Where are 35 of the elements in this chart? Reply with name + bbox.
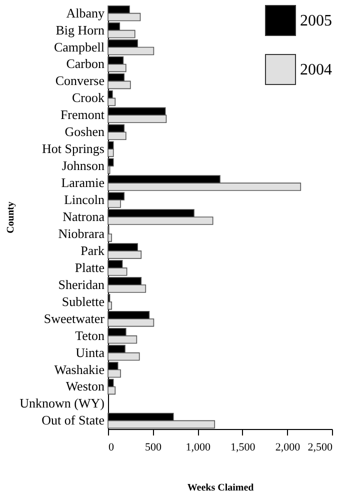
y-tick-label: Park (80, 242, 105, 258)
x-tick-label: 2,000 (275, 442, 301, 454)
y-tick-label: Hot Springs (42, 141, 104, 156)
y-tick-label: Unknown (WY) (20, 396, 104, 411)
y-tick-label: Laramie (61, 175, 105, 190)
x-tick-label: 0 (108, 442, 114, 454)
y-tick-label: Johnson (62, 158, 105, 174)
legend-label: 2005 (300, 12, 332, 30)
y-tick-label: Lincoln (64, 192, 105, 208)
legend-label: 2004 (300, 62, 332, 78)
y-tick-label: Washakie (54, 362, 105, 377)
y-tick-label: Goshen (64, 124, 105, 140)
x-tick-label: 1,000 (186, 442, 211, 454)
x-tick-label: 2,500 (308, 442, 333, 454)
y-tick-label: Sublette (62, 294, 105, 309)
y-tick-label: Sheridan (58, 276, 105, 292)
y-tick-label: Campbell (54, 39, 105, 54)
y-tick-label: Sweetwater (44, 310, 106, 326)
y-tick-label: Uinta (76, 344, 105, 360)
x-tick-label: 1,500 (230, 442, 256, 454)
y-tick-label: Carbon (66, 56, 105, 72)
y-tick-label: Fremont (60, 107, 105, 122)
x-axis-title: Weeks Claimed (187, 482, 254, 494)
y-tick-label: Albany (66, 5, 105, 20)
y-tick-label: Out of State (42, 412, 105, 428)
y-tick-label: Platte (74, 260, 105, 275)
y-tick-label: Weston (66, 378, 105, 394)
x-tick-label: 500 (145, 442, 162, 454)
y-tick-label: Big Horn (56, 22, 105, 38)
y-tick-label: Natrona (62, 209, 105, 224)
y-tick-label: Converse (55, 73, 105, 88)
y-axis-title: County (6, 202, 17, 234)
y-tick-label: Niobrara (58, 226, 105, 241)
y-tick-label: Crook (72, 90, 105, 106)
y-tick-label: Teton (75, 328, 105, 343)
